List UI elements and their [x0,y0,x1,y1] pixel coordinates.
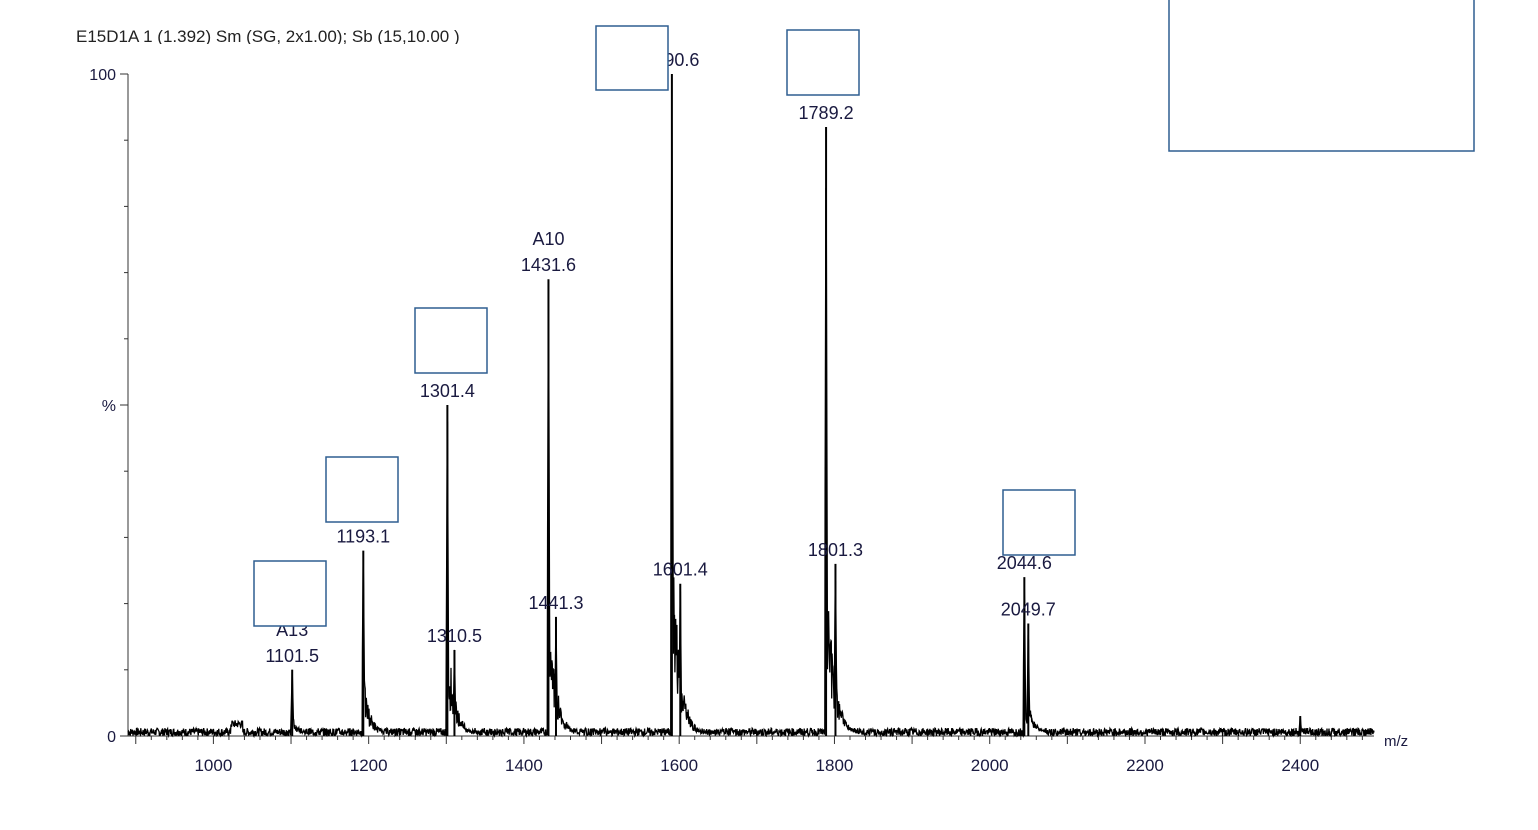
peak-label: 1441.3 [528,593,583,613]
x-tick-label: 2400 [1281,756,1319,775]
y-tick-label: 100 [89,67,116,84]
annotation-box [325,456,399,523]
peak-label: 1301.4 [420,381,475,401]
x-tick-label: 1200 [350,756,388,775]
x-tick-label: 1800 [816,756,854,775]
annotation-box [414,307,488,374]
peak-label: 2049.7 [1001,599,1056,619]
peak-annotation: A10 [532,229,564,249]
peak-label: 1789.2 [799,103,854,123]
spectrum-header: E15D1A 1 (1.392) Sm (SG, 2x1.00); Sb (15… [76,27,460,44]
y-tick-label: 0 [107,729,116,746]
x-tick-label: 1400 [505,756,543,775]
annotation-box [1168,0,1475,152]
peak-label: 1431.6 [521,255,576,275]
annotation-box [595,25,669,91]
peak-label: 1101.5 [265,646,319,666]
x-tick-label: 1000 [194,756,232,775]
annotation-box [786,29,860,96]
x-tick-label: 1600 [660,756,698,775]
x-axis-label: m/z [1384,733,1408,750]
peak-label: 1601.4 [653,560,708,580]
peak-label: 2044.6 [997,553,1052,573]
annotation-box [253,560,327,627]
x-tick-label: 2200 [1126,756,1164,775]
spectrum-trace [127,107,1375,739]
x-tick-label: 2000 [971,756,1009,775]
y-tick-label: % [102,398,116,415]
annotation-box [1002,489,1076,556]
peak-label: 1801.3 [808,540,863,560]
peak-label: 1193.1 [336,527,390,547]
peak-label: 1310.5 [427,626,482,646]
